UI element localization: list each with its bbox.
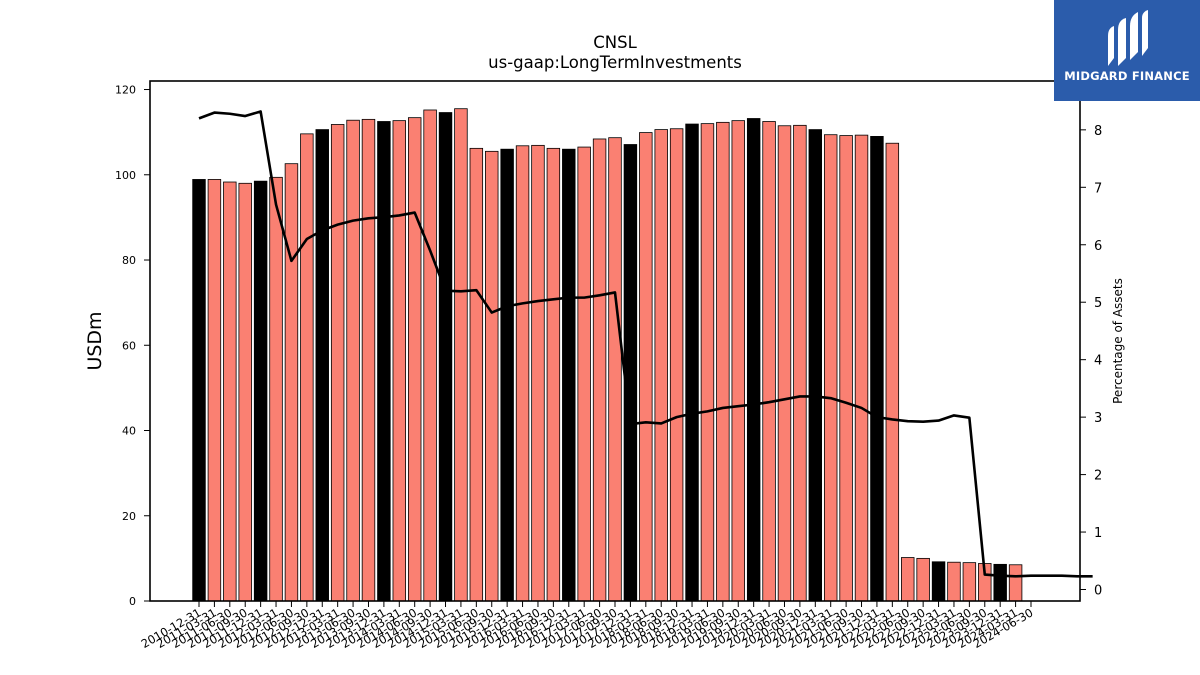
y-tick-label: 120 — [115, 84, 136, 97]
bar-2018-12-31 — [685, 123, 699, 602]
bar-2017-03-31 — [577, 146, 591, 602]
percentage-line-series — [198, 110, 1093, 578]
x-axis: 2010-12-312011-03-312011-06-302011-09-30… — [139, 601, 1036, 651]
bar-2022-09-30 — [916, 557, 930, 602]
bar-2011-03-31 — [207, 179, 222, 602]
y2-axis-label: Percentage of Assets — [1111, 278, 1125, 404]
bar-2021-09-30 — [854, 134, 869, 602]
bar-2020-03-31 — [762, 121, 776, 602]
bar-2015-06-30 — [469, 147, 484, 602]
bar-2017-06-30 — [592, 138, 607, 602]
bar-2018-03-31 — [639, 132, 653, 602]
bar-2014-12-31 — [438, 112, 453, 602]
percentage-of-assets-line — [198, 110, 1093, 578]
bar-2020-06-30 — [777, 125, 792, 602]
bar-2021-03-31 — [823, 134, 838, 602]
bar-2011-12-31 — [253, 180, 268, 602]
y-tick-label: 60 — [122, 339, 136, 352]
bar-2011-09-30 — [238, 182, 252, 602]
plot-frame — [149, 80, 1081, 602]
bar-2019-06-30 — [716, 121, 730, 602]
bar-2023-03-31 — [947, 561, 961, 602]
y-tick-label: 40 — [122, 425, 136, 438]
bar-2014-03-31 — [392, 120, 407, 602]
bar-2017-09-30 — [608, 137, 622, 602]
bar-2013-09-30 — [361, 118, 376, 602]
bar-2016-12-31 — [562, 148, 576, 602]
bar-2013-03-31 — [330, 124, 345, 602]
bar-2023-06-30 — [962, 562, 977, 602]
y2-tick-label: 8 — [1094, 124, 1102, 139]
bar-2020-12-31 — [808, 129, 823, 602]
bar-2022-12-31 — [931, 561, 946, 602]
y2-tick-label: 2 — [1094, 469, 1102, 484]
y-axis: 0 20 40 60 80 100 120 — [115, 84, 150, 608]
y2-tick-label: 4 — [1094, 354, 1102, 369]
bar-2019-09-30 — [731, 120, 745, 602]
bar-2012-09-30 — [300, 133, 314, 602]
bar-2020-09-30 — [793, 124, 807, 602]
bar-2016-03-31 — [515, 145, 530, 602]
bar-2016-06-30 — [531, 144, 545, 602]
brand-name: MIDGARD FINANCE — [1064, 69, 1190, 83]
bar-2013-12-31 — [377, 121, 391, 602]
bar-2010-12-31 — [192, 179, 206, 602]
bar-2014-09-30 — [423, 109, 437, 602]
bar-2015-09-30 — [485, 150, 499, 602]
midgard-m-logo-icon — [1108, 10, 1148, 66]
bar-2011-06-30 — [223, 181, 237, 602]
bar-2016-09-30 — [546, 147, 561, 602]
bar-2021-12-31 — [870, 136, 884, 602]
bar-2012-03-31 — [269, 176, 283, 602]
chart-subtitle: us-gaap:LongTermInvestments — [488, 53, 742, 72]
bar-2017-12-31 — [623, 144, 638, 602]
bar-2023-12-31 — [993, 563, 1007, 602]
y2-tick-label: 5 — [1094, 296, 1102, 311]
bar-2015-12-31 — [500, 148, 514, 602]
y2-tick-label: 1 — [1094, 526, 1102, 541]
bar-2018-09-30 — [669, 128, 684, 602]
bar-2015-03-31 — [454, 108, 468, 602]
bar-2022-03-31 — [885, 142, 900, 602]
bar-2019-12-31 — [746, 118, 761, 602]
bar-2024-03-31 — [1008, 564, 1023, 602]
y-tick-label: 20 — [122, 510, 136, 523]
y-axis-label: USDm — [84, 311, 106, 370]
y-tick-label: 80 — [122, 254, 136, 267]
bar-2018-06-30 — [654, 129, 668, 602]
y-tick-label: 100 — [115, 169, 136, 182]
bar-2012-06-30 — [284, 163, 299, 602]
y2-tick-label: 3 — [1094, 411, 1102, 426]
y2-tick-label: 6 — [1094, 239, 1102, 254]
bar-series — [192, 108, 1023, 602]
y2-axis: 0 1 2 3 4 5 6 7 8 — [1080, 124, 1102, 599]
bar-2019-03-31 — [700, 123, 715, 602]
bar-2013-06-30 — [346, 119, 360, 602]
y2-tick-label: 0 — [1094, 584, 1102, 599]
y2-tick-label: 7 — [1094, 181, 1102, 196]
bar-2022-06-30 — [901, 557, 915, 602]
midgard-finance-logo: MIDGARD FINANCE — [1054, 0, 1200, 101]
bar-2014-06-30 — [407, 117, 422, 602]
bar-2021-06-30 — [839, 135, 853, 602]
chart-title: CNSL — [593, 33, 637, 52]
bar-2012-12-31 — [315, 129, 329, 602]
y-tick-label: 0 — [129, 595, 136, 608]
